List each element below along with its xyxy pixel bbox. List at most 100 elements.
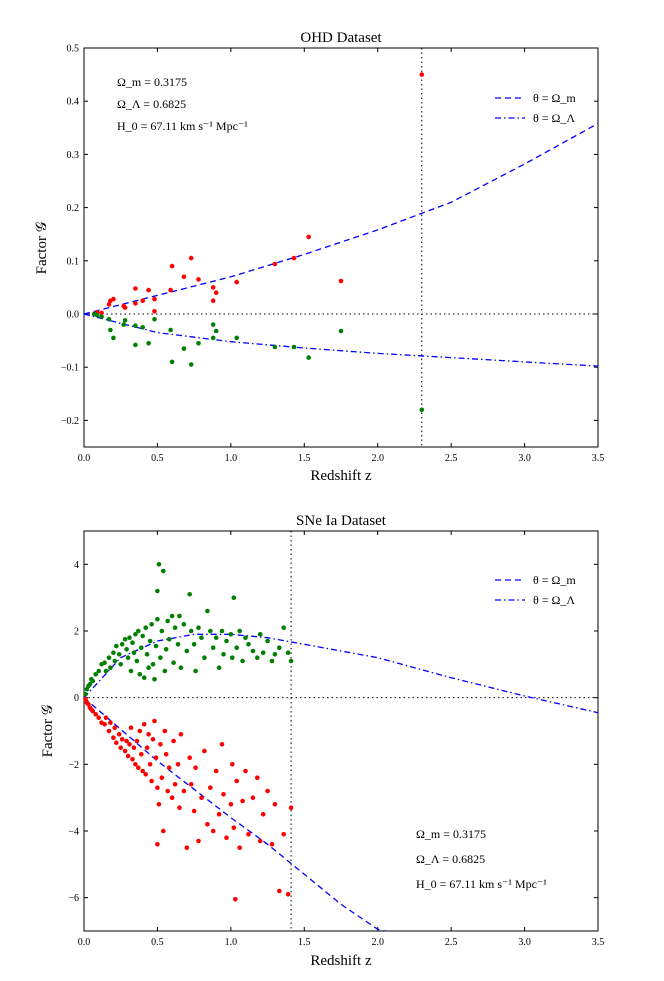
ohd-ytick-label: 0.2 bbox=[67, 203, 80, 214]
sne-xtick-label: 3.0 bbox=[518, 937, 531, 948]
sne-ylabel: Factor 𝒢 bbox=[40, 704, 56, 757]
ohd-annotation-h0: H_0 = 67.11 km s⁻¹ Mpc⁻¹ bbox=[117, 119, 248, 133]
ohd-point-series-0 bbox=[152, 296, 157, 302]
sne-annotation-omega-m: Ω_m = 0.3175 bbox=[416, 827, 486, 841]
sne-point-series-1 bbox=[130, 757, 135, 762]
ohd-point-series-0 bbox=[133, 286, 138, 291]
sne-point-series-1 bbox=[172, 782, 178, 787]
sne-point-series-1 bbox=[119, 737, 125, 742]
ohd-point-series-0 bbox=[106, 302, 112, 307]
sne-point-series-0 bbox=[149, 622, 154, 627]
sne-point-series-1 bbox=[175, 762, 181, 767]
sne-point-series-0 bbox=[139, 645, 144, 650]
sne-point-series-1 bbox=[149, 778, 154, 784]
sne-point-series-1 bbox=[143, 772, 148, 777]
sne-point-series-0 bbox=[114, 643, 119, 649]
sne-legend-dashdot-label: θ = Ω_Λ bbox=[533, 593, 575, 607]
sne-point-series-0 bbox=[208, 628, 213, 634]
sne-xlabel: Redshift z bbox=[310, 953, 372, 969]
sne-point-series-1 bbox=[260, 812, 266, 817]
sne-point-series-0 bbox=[116, 652, 122, 657]
sne-point-series-0 bbox=[181, 622, 187, 627]
sne-point-series-0 bbox=[163, 647, 169, 652]
ohd-point-series-0 bbox=[99, 310, 104, 316]
sne-point-series-1 bbox=[139, 752, 144, 757]
sne-point-series-1 bbox=[161, 828, 166, 834]
sne-point-series-1 bbox=[159, 775, 165, 780]
ohd-point-series-0 bbox=[196, 277, 201, 282]
sne-points bbox=[83, 562, 294, 902]
sne-curve-omega-lambda bbox=[83, 633, 599, 714]
sne-ytick-label: 4 bbox=[74, 560, 79, 571]
ohd-point-series-0 bbox=[122, 305, 128, 310]
sne-point-series-1 bbox=[191, 808, 197, 814]
sne-point-series-1 bbox=[133, 762, 138, 767]
sne-point-series-0 bbox=[205, 608, 210, 614]
sne-point-series-0 bbox=[172, 625, 178, 630]
sne-point-series-0 bbox=[210, 645, 216, 650]
sne-point-series-1 bbox=[272, 802, 278, 807]
sne-point-series-1 bbox=[202, 748, 207, 754]
sne-point-series-1 bbox=[250, 795, 256, 800]
sne-point-series-1 bbox=[199, 795, 204, 800]
sne-point-series-1 bbox=[233, 897, 238, 902]
sne-point-series-1 bbox=[112, 725, 118, 730]
ohd-ytick-label: 0.4 bbox=[67, 97, 80, 108]
sne-point-series-1 bbox=[106, 728, 112, 734]
sne-point-series-1 bbox=[205, 822, 210, 827]
sne-point-series-1 bbox=[219, 742, 225, 747]
sne-point-series-0 bbox=[281, 625, 287, 630]
sne-point-series-0 bbox=[102, 660, 107, 665]
sne-point-series-1 bbox=[265, 788, 270, 794]
sne-point-series-0 bbox=[234, 645, 239, 650]
sne-point-series-0 bbox=[87, 682, 93, 687]
sne-point-series-0 bbox=[254, 655, 260, 660]
sne-point-series-0 bbox=[202, 655, 207, 660]
sne-point-series-1 bbox=[102, 722, 107, 727]
sne-curve-omega-m bbox=[83, 697, 386, 932]
ohd-xtick-label: 1.5 bbox=[298, 453, 311, 464]
sne-point-series-0 bbox=[161, 568, 166, 574]
ohd-point-series-1 bbox=[133, 323, 138, 329]
ohd-xtick-label: 2.0 bbox=[371, 453, 384, 464]
sne-point-series-1 bbox=[111, 735, 116, 740]
ohd-point-series-0 bbox=[133, 301, 138, 306]
ohd-title: OHD Dataset bbox=[300, 30, 382, 46]
sne-point-series-1 bbox=[140, 768, 145, 774]
ohd-ylabel: Factor 𝒢 bbox=[34, 221, 50, 274]
ohd-legend-dashed-label: θ = Ω_m bbox=[533, 91, 576, 105]
sne-point-series-0 bbox=[193, 668, 198, 674]
sne-point-series-0 bbox=[128, 668, 134, 674]
sne-point-series-0 bbox=[246, 642, 251, 647]
sne-point-series-0 bbox=[230, 655, 235, 660]
sne-xtick-label: 3.5 bbox=[592, 937, 605, 948]
ohd-ytick-label: −0.1 bbox=[61, 363, 79, 374]
ohd-point-series-1 bbox=[146, 341, 151, 346]
sne-point-series-0 bbox=[196, 625, 201, 630]
sne-legend: θ = Ω_m θ = Ω_Λ bbox=[495, 573, 576, 607]
sne-xtick-label: 0.5 bbox=[151, 937, 164, 948]
ohd-point-series-0 bbox=[181, 274, 187, 280]
sne-point-series-1 bbox=[155, 785, 160, 790]
sne-point-series-1 bbox=[288, 805, 294, 810]
sne-point-series-0 bbox=[106, 655, 112, 660]
sne-ytick-label: −2 bbox=[68, 760, 79, 771]
sne-point-series-0 bbox=[155, 588, 160, 594]
sne-point-series-0 bbox=[187, 592, 192, 597]
ohd-ytick-label: 0.3 bbox=[67, 150, 80, 161]
sne-point-series-0 bbox=[272, 652, 278, 657]
ohd-point-series-1 bbox=[108, 327, 113, 333]
sne-ytick-label: 2 bbox=[74, 627, 79, 638]
sne-ytick-label: −6 bbox=[68, 893, 79, 904]
ohd-point-series-0 bbox=[152, 309, 157, 314]
sne-point-series-0 bbox=[130, 640, 135, 645]
sne-annotation-h0: H_0 = 67.11 km s⁻¹ Mpc⁻¹ bbox=[416, 877, 547, 891]
sne-point-series-0 bbox=[165, 618, 170, 624]
ohd-point-series-1 bbox=[188, 362, 194, 367]
ohd-point-series-1 bbox=[152, 317, 157, 322]
sne-point-series-1 bbox=[153, 755, 159, 760]
sne-point-series-1 bbox=[96, 715, 101, 720]
sne-point-series-0 bbox=[131, 650, 137, 655]
sne-point-series-1 bbox=[257, 838, 263, 844]
sne-point-series-1 bbox=[136, 765, 141, 770]
